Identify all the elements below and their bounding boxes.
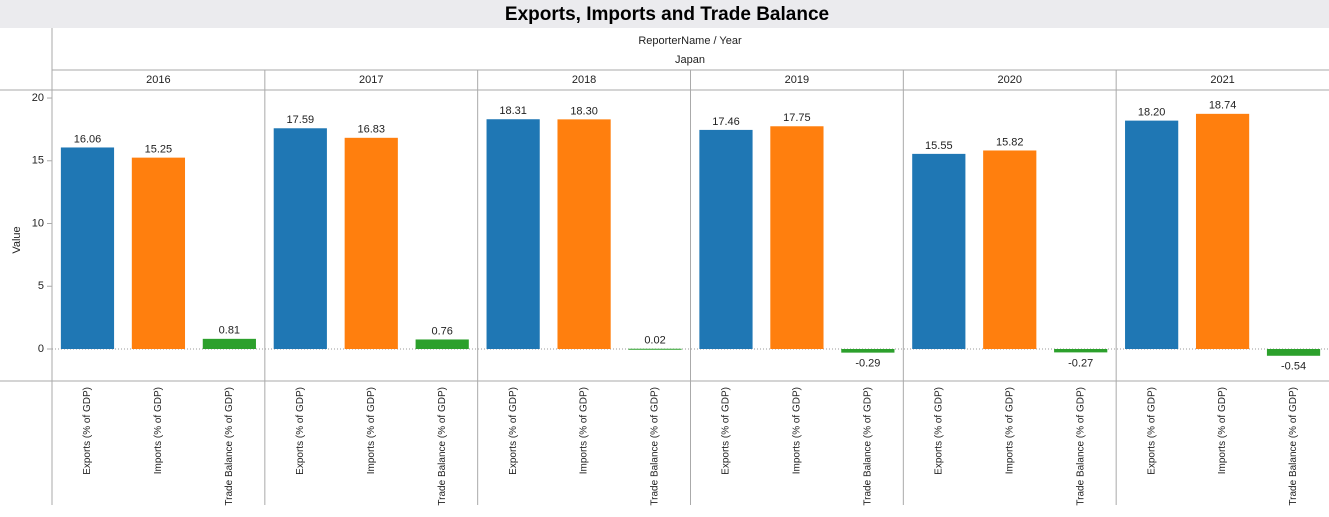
category-label: Trade Balance (% of GDP) [437,387,448,506]
year-header: 2020 [998,74,1022,86]
bar [912,153,966,350]
category-label: Trade Balance (% of GDP) [224,387,235,506]
category-label: Imports (% of GDP) [1004,387,1015,474]
bar [983,150,1037,350]
category-label: Exports (% of GDP) [1146,387,1157,475]
value-label: 17.75 [783,112,811,124]
column-header: ReporterName / Year [638,35,742,47]
bar [557,119,611,350]
value-label: -0.27 [1068,357,1093,369]
category-label: Imports (% of GDP) [366,387,377,474]
value-label: 16.06 [74,133,102,145]
title-bar [0,0,1329,28]
chart-title: Exports, Imports and Trade Balance [505,4,829,25]
bar [344,137,398,350]
bar [1054,349,1108,353]
value-label: 15.55 [925,140,953,152]
category-label: Imports (% of GDP) [792,387,803,474]
category-label: Trade Balance (% of GDP) [863,387,874,506]
category-label: Trade Balance (% of GDP) [650,387,661,506]
bar [131,157,186,350]
value-label: 18.30 [570,105,598,117]
category-label: Exports (% of GDP) [82,387,93,475]
category-label: Exports (% of GDP) [295,387,306,475]
value-label: 16.83 [357,124,385,136]
value-label: 0.76 [431,325,452,337]
value-label: 0.02 [644,335,665,347]
year-header: 2017 [359,74,383,86]
bar [1195,113,1250,350]
bar [628,348,682,350]
year-header: 2016 [146,74,170,86]
value-label: 18.31 [499,105,527,117]
category-label: Exports (% of GDP) [933,387,944,475]
category-label: Imports (% of GDP) [579,387,590,474]
bar [273,128,327,350]
value-label: 15.25 [145,144,173,156]
category-label: Imports (% of GDP) [1217,387,1228,474]
bar [486,119,540,350]
bar [841,349,895,353]
value-label: 18.74 [1209,100,1237,112]
bar [202,338,256,350]
bar [60,147,115,350]
y-axis-label: Value [11,226,23,253]
category-label: Exports (% of GDP) [508,387,519,475]
value-label: 17.46 [712,116,740,128]
y-tick-label: 5 [38,280,44,292]
value-label: -0.29 [855,358,880,370]
reporter-header: Japan [675,54,705,66]
bar [1266,349,1321,356]
category-label: Trade Balance (% of GDP) [1288,387,1299,506]
value-label: 17.59 [287,114,315,126]
category-label: Trade Balance (% of GDP) [1075,387,1086,506]
bar [1125,120,1179,350]
category-label: Imports (% of GDP) [153,387,164,474]
bar [699,129,753,350]
category-label: Exports (% of GDP) [721,387,732,475]
year-header: 2018 [572,74,596,86]
value-label: 15.82 [996,136,1024,148]
value-label: 0.81 [219,325,240,337]
year-header: 2019 [785,74,809,86]
bar [770,126,824,350]
value-label: -0.54 [1281,361,1306,373]
value-label: 18.20 [1138,107,1166,119]
y-tick-label: 0 [38,343,44,355]
y-tick-label: 10 [32,217,44,229]
bar [415,339,469,350]
year-header: 2021 [1210,74,1234,86]
y-tick-label: 20 [32,92,44,104]
y-tick-label: 15 [32,155,44,167]
